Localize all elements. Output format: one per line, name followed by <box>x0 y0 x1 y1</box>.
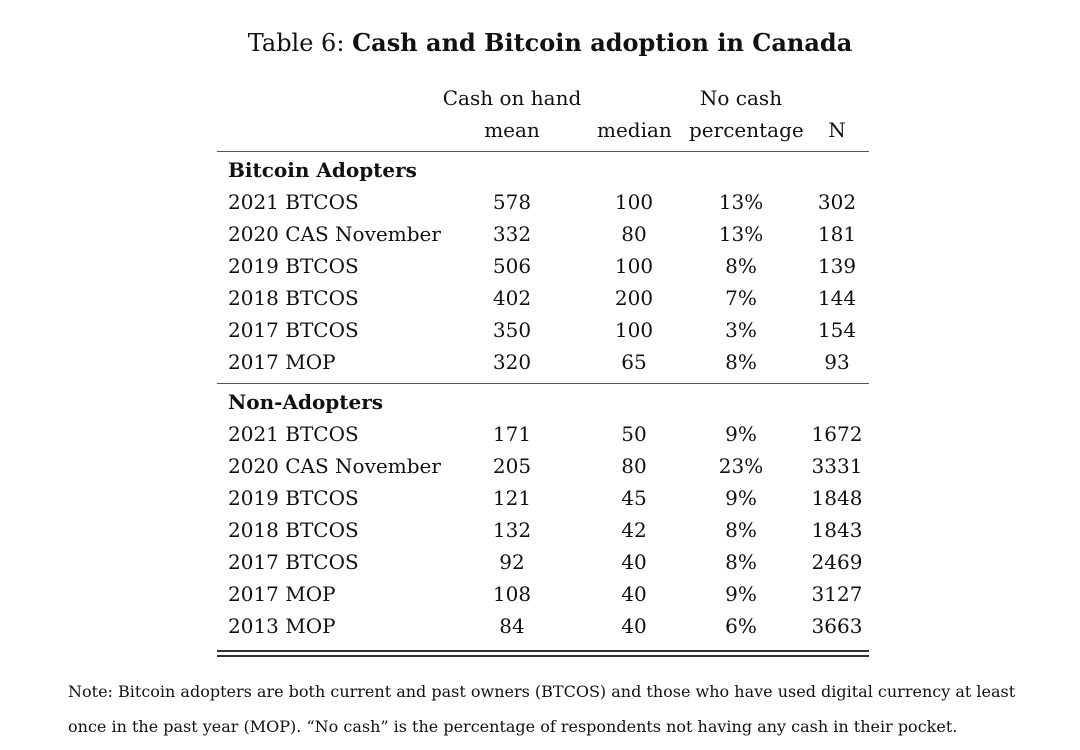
table-number: Table 6: <box>247 29 345 57</box>
n-cell: 1672 <box>811 422 863 446</box>
row-label: 2019 BTCOS <box>228 486 359 510</box>
row-label: 2019 BTCOS <box>228 254 359 278</box>
no-cash-percentage-cell: 13% <box>718 222 764 246</box>
mean-cell: 402 <box>492 286 532 310</box>
header-n: N <box>828 118 846 142</box>
n-cell: 302 <box>817 190 857 214</box>
table-row: 2019 BTCOS 121 45 9% 1848 <box>217 482 869 514</box>
table-caption: Table 6: Cash and Bitcoin adoption in Ca… <box>0 28 1080 57</box>
no-cash-percentage-cell: 9% <box>725 486 757 510</box>
no-cash-percentage-cell: 8% <box>725 350 757 374</box>
no-cash-percentage-cell: 8% <box>725 550 757 574</box>
group-separator-rule <box>217 383 869 384</box>
row-label: 2020 CAS November <box>228 222 441 246</box>
mean-cell: 506 <box>492 254 532 278</box>
mean-cell: 350 <box>492 318 532 342</box>
median-cell: 80 <box>621 222 647 246</box>
table-row: 2013 MOP 84 40 6% 3663 <box>217 610 869 642</box>
mean-cell: 320 <box>492 350 532 374</box>
header-row-1: Cash on hand No cash <box>217 82 869 114</box>
mean-cell: 132 <box>492 518 532 542</box>
median-cell: 40 <box>621 550 647 574</box>
table-row: 2020 CAS November 332 80 13% 181 <box>217 218 869 250</box>
row-label: 2021 BTCOS <box>228 422 359 446</box>
mean-cell: 205 <box>492 454 532 478</box>
header-mean: mean <box>484 118 540 142</box>
data-table: Cash on hand No cash mean median percent… <box>217 82 869 657</box>
mean-cell: 171 <box>492 422 532 446</box>
n-cell: 1843 <box>811 518 863 542</box>
header-cash-on-hand: Cash on hand <box>442 86 582 110</box>
median-cell: 42 <box>621 518 647 542</box>
row-label: 2017 BTCOS <box>228 550 359 574</box>
mean-cell: 92 <box>499 550 525 574</box>
table-title: Cash and Bitcoin adoption in Canada <box>352 28 853 57</box>
median-cell: 50 <box>621 422 647 446</box>
table-row: 2017 MOP 108 40 9% 3127 <box>217 578 869 610</box>
median-cell: 65 <box>621 350 647 374</box>
n-cell: 93 <box>824 350 850 374</box>
n-cell: 1848 <box>811 486 863 510</box>
header-rule <box>217 151 869 152</box>
median-cell: 100 <box>614 254 654 278</box>
median-cell: 45 <box>621 486 647 510</box>
group-non-adopters: Non-Adopters 2021 BTCOS 171 50 9% 1672 2020 C… <box>217 386 869 642</box>
row-label: 2017 BTCOS <box>228 318 359 342</box>
no-cash-percentage-cell: 8% <box>725 254 757 278</box>
row-label: 2017 MOP <box>228 582 336 606</box>
row-label: 2018 BTCOS <box>228 518 359 542</box>
n-cell: 181 <box>817 222 857 246</box>
table-row: 2021 BTCOS 171 50 9% 1672 <box>217 418 869 450</box>
table-row: 2018 BTCOS 132 42 8% 1843 <box>217 514 869 546</box>
mean-cell: 84 <box>499 614 525 638</box>
row-label: 2018 BTCOS <box>228 286 359 310</box>
n-cell: 139 <box>817 254 857 278</box>
table-row: 2019 BTCOS 506 100 8% 139 <box>217 250 869 282</box>
no-cash-percentage-cell: 13% <box>718 190 764 214</box>
no-cash-percentage-cell: 7% <box>725 286 757 310</box>
header-percentage: percentage <box>689 118 804 142</box>
no-cash-percentage-cell: 3% <box>725 318 757 342</box>
median-cell: 100 <box>614 318 654 342</box>
row-label: 2020 CAS November <box>228 454 441 478</box>
table-row: 2017 MOP 320 65 8% 93 <box>217 346 869 378</box>
row-label: 2013 MOP <box>228 614 336 638</box>
n-cell: 144 <box>817 286 857 310</box>
header-row-2: mean median percentage N <box>217 114 869 146</box>
header-no-cash: No cash <box>699 86 783 110</box>
median-cell: 100 <box>614 190 654 214</box>
table-row: 2017 BTCOS 92 40 8% 2469 <box>217 546 869 578</box>
median-cell: 40 <box>621 582 647 606</box>
group-title: Non-Adopters <box>228 390 384 414</box>
n-cell: 2469 <box>811 550 863 574</box>
mean-cell: 332 <box>492 222 532 246</box>
no-cash-percentage-cell: 9% <box>725 582 757 606</box>
group-bitcoin-adopters: Bitcoin Adopters 2021 BTCOS 578 100 13% 302 2… <box>217 154 869 378</box>
bottom-double-rule <box>217 650 869 657</box>
mean-cell: 578 <box>492 190 532 214</box>
n-cell: 3331 <box>811 454 863 478</box>
n-cell: 154 <box>817 318 857 342</box>
median-cell: 40 <box>621 614 647 638</box>
header-median: median <box>597 118 672 142</box>
median-cell: 80 <box>621 454 647 478</box>
row-label: 2021 BTCOS <box>228 190 359 214</box>
n-cell: 3663 <box>811 614 863 638</box>
table-row: 2018 BTCOS 402 200 7% 144 <box>217 282 869 314</box>
n-cell: 3127 <box>811 582 863 606</box>
mean-cell: 108 <box>492 582 532 606</box>
table-row: 2021 BTCOS 578 100 13% 302 <box>217 186 869 218</box>
group-title: Bitcoin Adopters <box>228 158 417 182</box>
table-note: Note: Bitcoin adopters are both current … <box>68 682 1016 736</box>
no-cash-percentage-cell: 6% <box>725 614 757 638</box>
median-cell: 200 <box>614 286 654 310</box>
no-cash-percentage-cell: 23% <box>718 454 764 478</box>
mean-cell: 121 <box>492 486 532 510</box>
no-cash-percentage-cell: 9% <box>725 422 757 446</box>
no-cash-percentage-cell: 8% <box>725 518 757 542</box>
row-label: 2017 MOP <box>228 350 336 374</box>
table-row: 2017 BTCOS 350 100 3% 154 <box>217 314 869 346</box>
table-row: 2020 CAS November 205 80 23% 3331 <box>217 450 869 482</box>
